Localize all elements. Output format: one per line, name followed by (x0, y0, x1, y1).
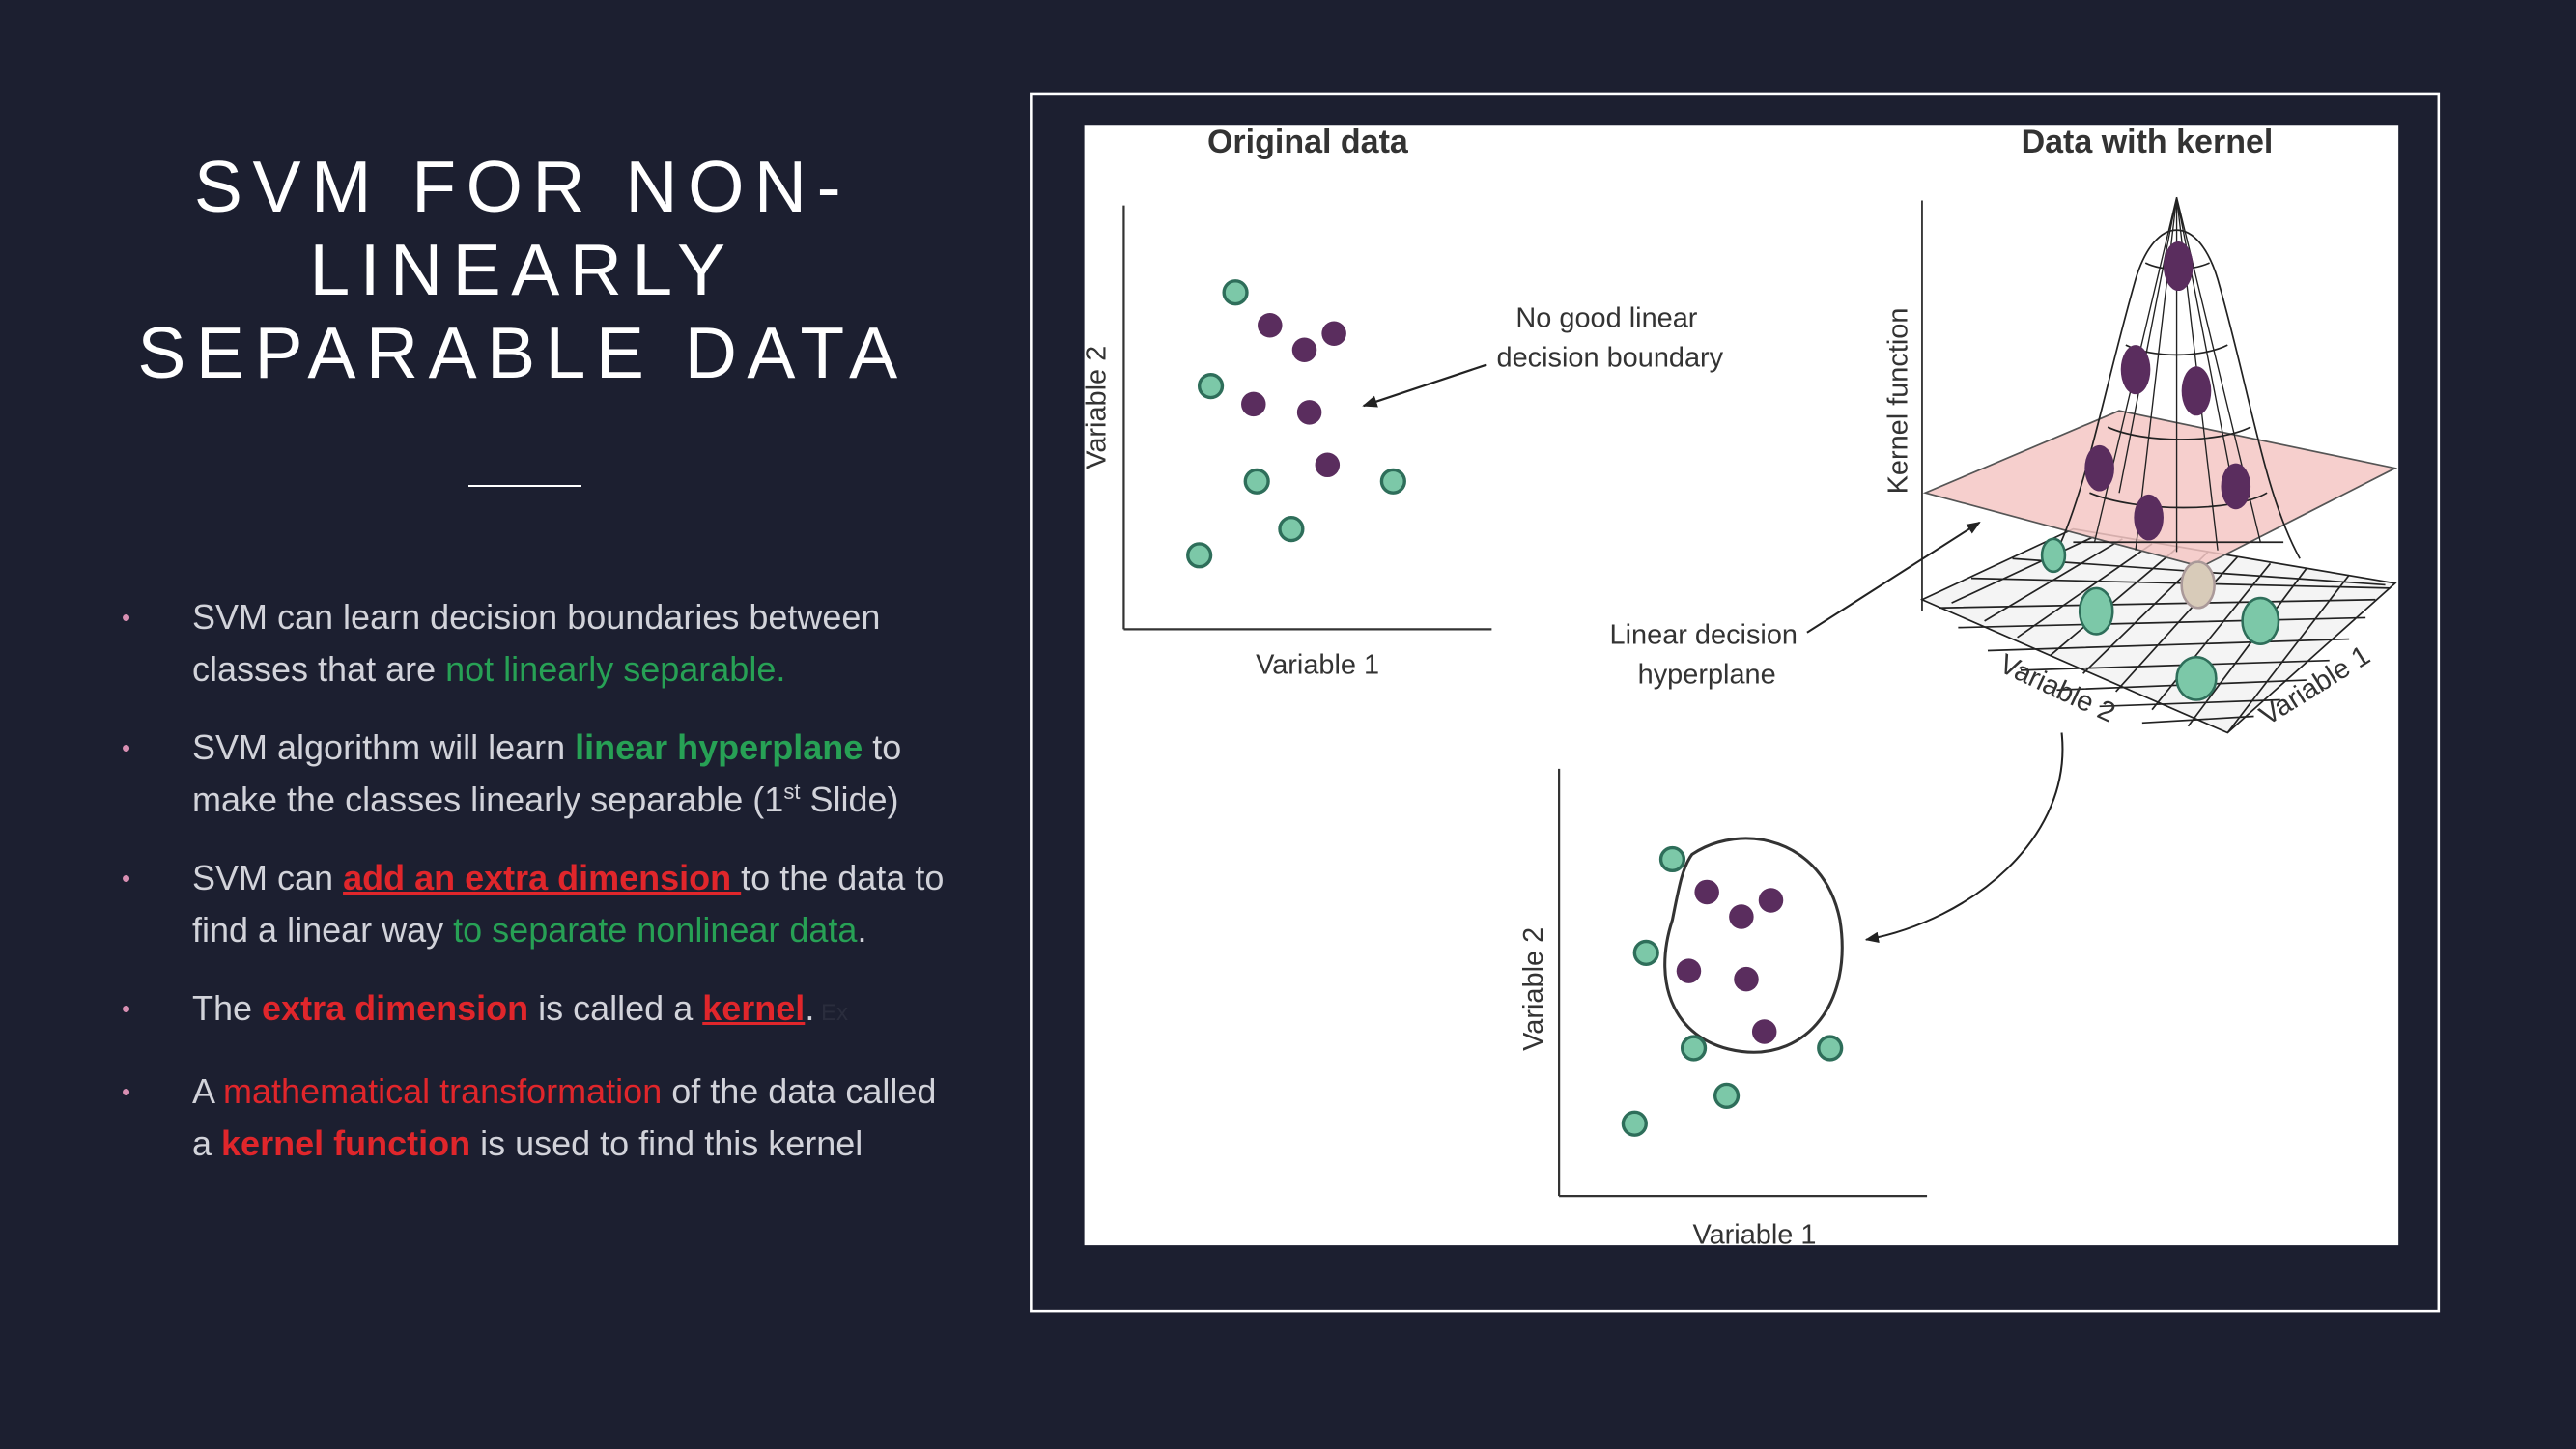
bullet-text: is used to find this kernel (470, 1123, 863, 1163)
axis-label: Variable 2 (1082, 346, 1113, 469)
bullet-text: to make the classes linearly separable (… (192, 727, 902, 819)
axis-label: Variable 1 (1692, 1219, 1816, 1250)
annotation: No good linear (1515, 302, 1697, 333)
transformed-plot (1558, 768, 1928, 1198)
bullet-text: A (192, 1071, 224, 1111)
bottom-purple-points (1676, 879, 1784, 1044)
arrow (1806, 521, 1981, 634)
bullet-text: kernel (702, 988, 806, 1028)
purple-points (1241, 312, 1346, 478)
bullet: SVM can add an extra dimension to the da… (122, 852, 952, 956)
bullet: SVM can learn decision boundaries betwee… (122, 591, 952, 696)
bullet-text: The (192, 988, 263, 1028)
bullet-text: add an extra dimension (343, 858, 742, 897)
arrow (1864, 732, 2064, 944)
axis-label: Kernel function (1883, 308, 1914, 495)
bullet-text: SVM can learn decision boundaries betwee… (192, 597, 881, 689)
axis-label: Variable 1 (1256, 649, 1379, 680)
bullet-text: is called a (528, 988, 703, 1028)
bullet-text: mathematical transformation (223, 1071, 663, 1111)
panel-title: Original data (1207, 124, 1409, 160)
annotation: Linear decision (1610, 620, 1798, 651)
slide-title: SVM FOR NON-LINEARLY SEPARABLE DATA (137, 146, 908, 393)
arrow (1362, 363, 1487, 408)
bullet-text: to separate nonlinear data (453, 910, 858, 950)
bullet-text: SVM can (192, 858, 344, 897)
bullet-text: . (805, 988, 815, 1028)
bullet-text: of the data called a (192, 1071, 937, 1163)
panel-title: Data with kernel (2022, 124, 2274, 160)
bullet: SVM algorithm will learn linear hyperpla… (122, 722, 952, 826)
bullet-text: to the data to find a linear way (192, 858, 945, 950)
kernel-purple-points (2084, 242, 2251, 541)
bullet-text: st (783, 780, 801, 804)
teal-points (1186, 279, 1406, 569)
kernel-teal-points (2040, 537, 2280, 701)
bullet-text: . (857, 910, 867, 950)
bullet-text: Slide) (800, 780, 899, 819)
bullet: The extra dimension is called a kernel. … (122, 982, 952, 1039)
original-plot (1122, 205, 1492, 631)
bullet-text: extra dimension (262, 988, 529, 1028)
bullet: A mathematical transformation of the dat… (122, 1065, 952, 1170)
bottom-teal-points (1621, 845, 1844, 1137)
kernel-plot (1919, 196, 2398, 734)
bullet-text: kernel function (221, 1123, 471, 1163)
bullet-text: not linearly separable. (445, 649, 786, 689)
annotation: decision boundary (1497, 342, 1724, 373)
axis-label: Variable 2 (1518, 927, 1549, 1051)
bullet-text: linear hyperplane (575, 727, 863, 767)
bullet-text: SVM algorithm will learn (192, 727, 576, 767)
annotation: hyperplane (1638, 659, 1776, 690)
bullet-list: SVM can learn decision boundaries betwee… (122, 591, 952, 1196)
figure-frame (1030, 92, 2441, 1313)
bullet-text: Ex (814, 1000, 849, 1026)
title-divider (468, 485, 581, 487)
